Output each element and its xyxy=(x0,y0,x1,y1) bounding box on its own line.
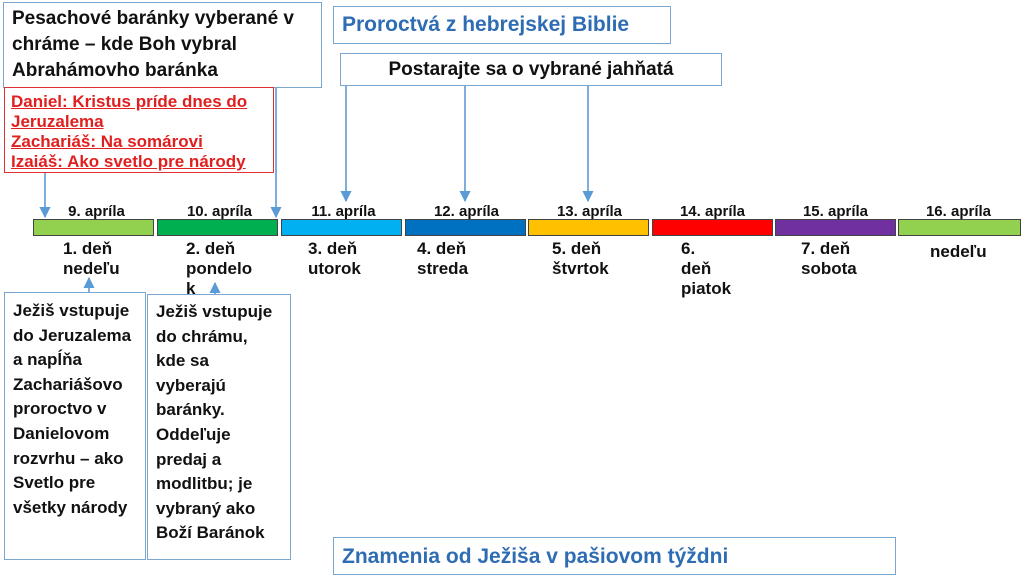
date-label: 16. apríla xyxy=(925,203,992,220)
timeline-bar-day-6 xyxy=(652,219,773,236)
timeline-bar-day-3 xyxy=(281,219,402,236)
timeline-bar-sunday xyxy=(898,219,1021,236)
timeline-bar-day-4 xyxy=(405,219,526,236)
date-label: 14. apríla xyxy=(679,203,746,220)
timeline-bar-day-2 xyxy=(157,219,278,236)
postarajte-box: Postarajte sa o vybrané jahňatá xyxy=(340,53,722,86)
day-label-1: 1. deň nedeľu xyxy=(63,239,120,278)
pesach-lambs-box: Pesachové baránky vyberané v chráme – kd… xyxy=(3,2,322,88)
prophecy-line: Zachariáš: Na somárovi xyxy=(11,132,203,151)
prophecy-line: Izaiáš: Ako svetlo pre národy xyxy=(11,152,246,171)
timeline-bar-day-7 xyxy=(775,219,896,236)
pesach-line: Pesachové baránky vyberané v xyxy=(12,8,295,29)
timeline-bar-day-1 xyxy=(33,219,154,236)
signs-title: Znamenia od Ježiša v pašiovom týždni xyxy=(333,537,896,575)
day-label-7: 7. deň sobota xyxy=(801,239,857,278)
monday-description-box: Ježiš vstupuje do Jeruzalema a napĺňa Za… xyxy=(4,292,146,560)
tuesday-description-box: Ježiš vstupuje do chrámu, kde sa vyberaj… xyxy=(147,294,291,560)
date-label: 10. apríla xyxy=(186,203,253,220)
day-label-6: 6. deň piatok xyxy=(681,239,732,298)
day-label-sunday: nedeľu xyxy=(930,242,987,261)
date-label: 12. apríla xyxy=(433,203,500,220)
day-label-3: 3. deň utorok xyxy=(308,239,361,278)
prophecies-box: Daniel: Kristus príde dnes do Jeruzalema… xyxy=(4,87,274,173)
pesach-line: Abrahámovho baránka xyxy=(12,60,218,81)
day-label-2: 2. deň pondelo k xyxy=(186,239,253,298)
date-label: 9. apríla xyxy=(68,203,125,220)
day-label-4: 4. deň streda xyxy=(417,239,469,278)
day-label-5: 5. deň štvrtok xyxy=(552,239,609,278)
date-label: 15. apríla xyxy=(802,203,869,220)
prophecy-line: Jeruzalema xyxy=(11,112,104,131)
prophecy-line: Daniel: Kristus príde dnes do xyxy=(11,92,248,111)
date-label: 13. apríla xyxy=(556,203,623,220)
date-label: 11. apríla xyxy=(311,203,376,220)
timeline-bar-day-5 xyxy=(528,219,649,236)
page-title: Proroctvá z hebrejskej Biblie xyxy=(333,6,671,44)
pesach-line: chráme – kde Boh vybral xyxy=(12,34,237,55)
